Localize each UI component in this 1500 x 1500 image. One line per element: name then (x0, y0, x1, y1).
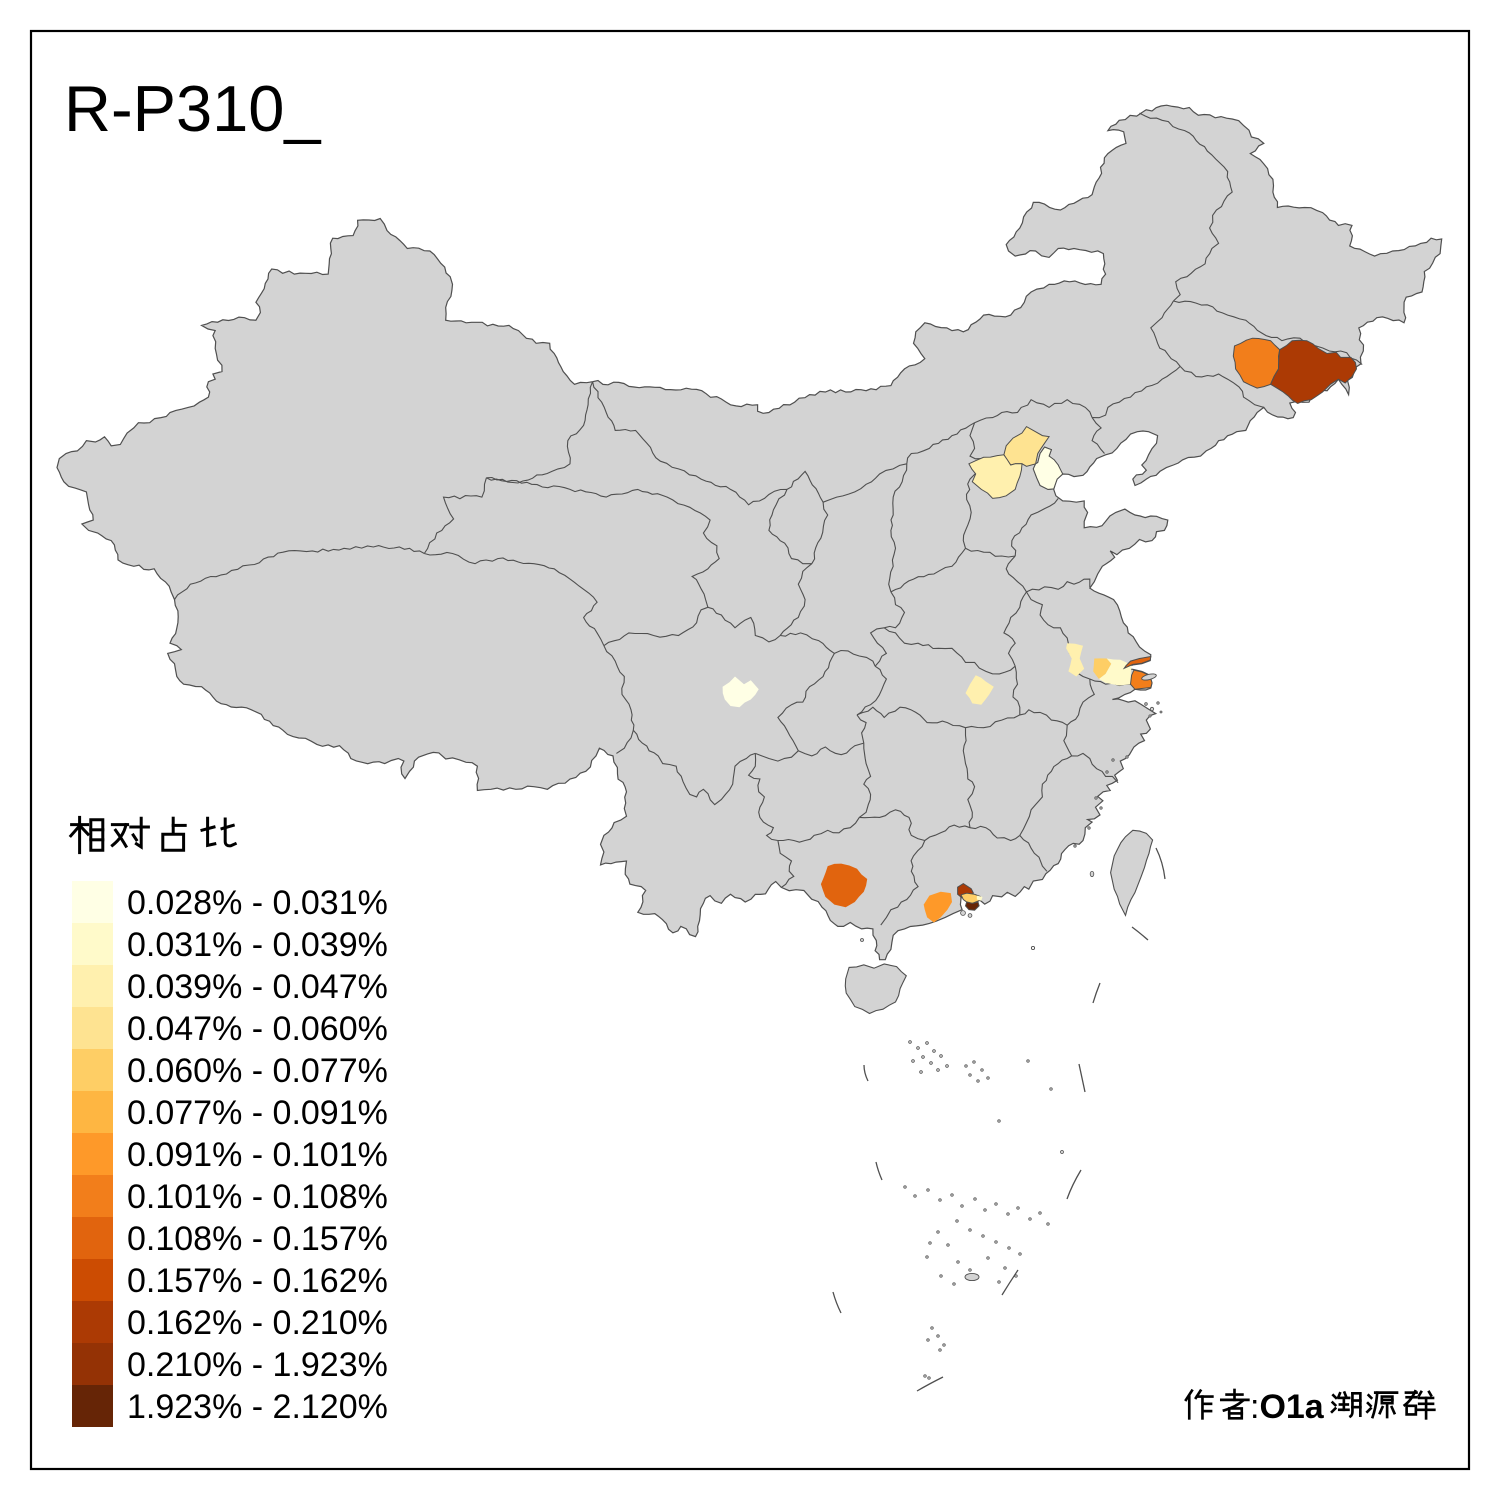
svg-text:0.210% - 1.923%: 0.210% - 1.923% (127, 1346, 388, 1384)
svg-text:0.162% - 0.210%: 0.162% - 0.210% (127, 1304, 388, 1342)
svg-text:0.047% - 0.060%: 0.047% - 0.060% (127, 1010, 388, 1048)
svg-text:0.060% - 0.077%: 0.060% - 0.077% (127, 1052, 388, 1090)
svg-text:0.101% - 0.108%: 0.101% - 0.108% (127, 1178, 388, 1216)
svg-text:1.923% - 2.120%: 1.923% - 2.120% (127, 1388, 388, 1426)
svg-text:0.108% - 0.157%: 0.108% - 0.157% (127, 1220, 388, 1258)
svg-text:0.039% - 0.047%: 0.039% - 0.047% (127, 968, 388, 1006)
svg-text:0.157% - 0.162%: 0.157% - 0.162% (127, 1262, 388, 1300)
svg-text:0.028% - 0.031%: 0.028% - 0.031% (127, 884, 388, 922)
svg-text:0.031% - 0.039%: 0.031% - 0.039% (127, 926, 388, 964)
svg-text:0.091% - 0.101%: 0.091% - 0.101% (127, 1136, 388, 1174)
svg-text:R-P310_: R-P310_ (64, 72, 321, 145)
svg-text::O1a: :O1a (1250, 1388, 1325, 1426)
svg-text:0.077% - 0.091%: 0.077% - 0.091% (127, 1094, 388, 1132)
